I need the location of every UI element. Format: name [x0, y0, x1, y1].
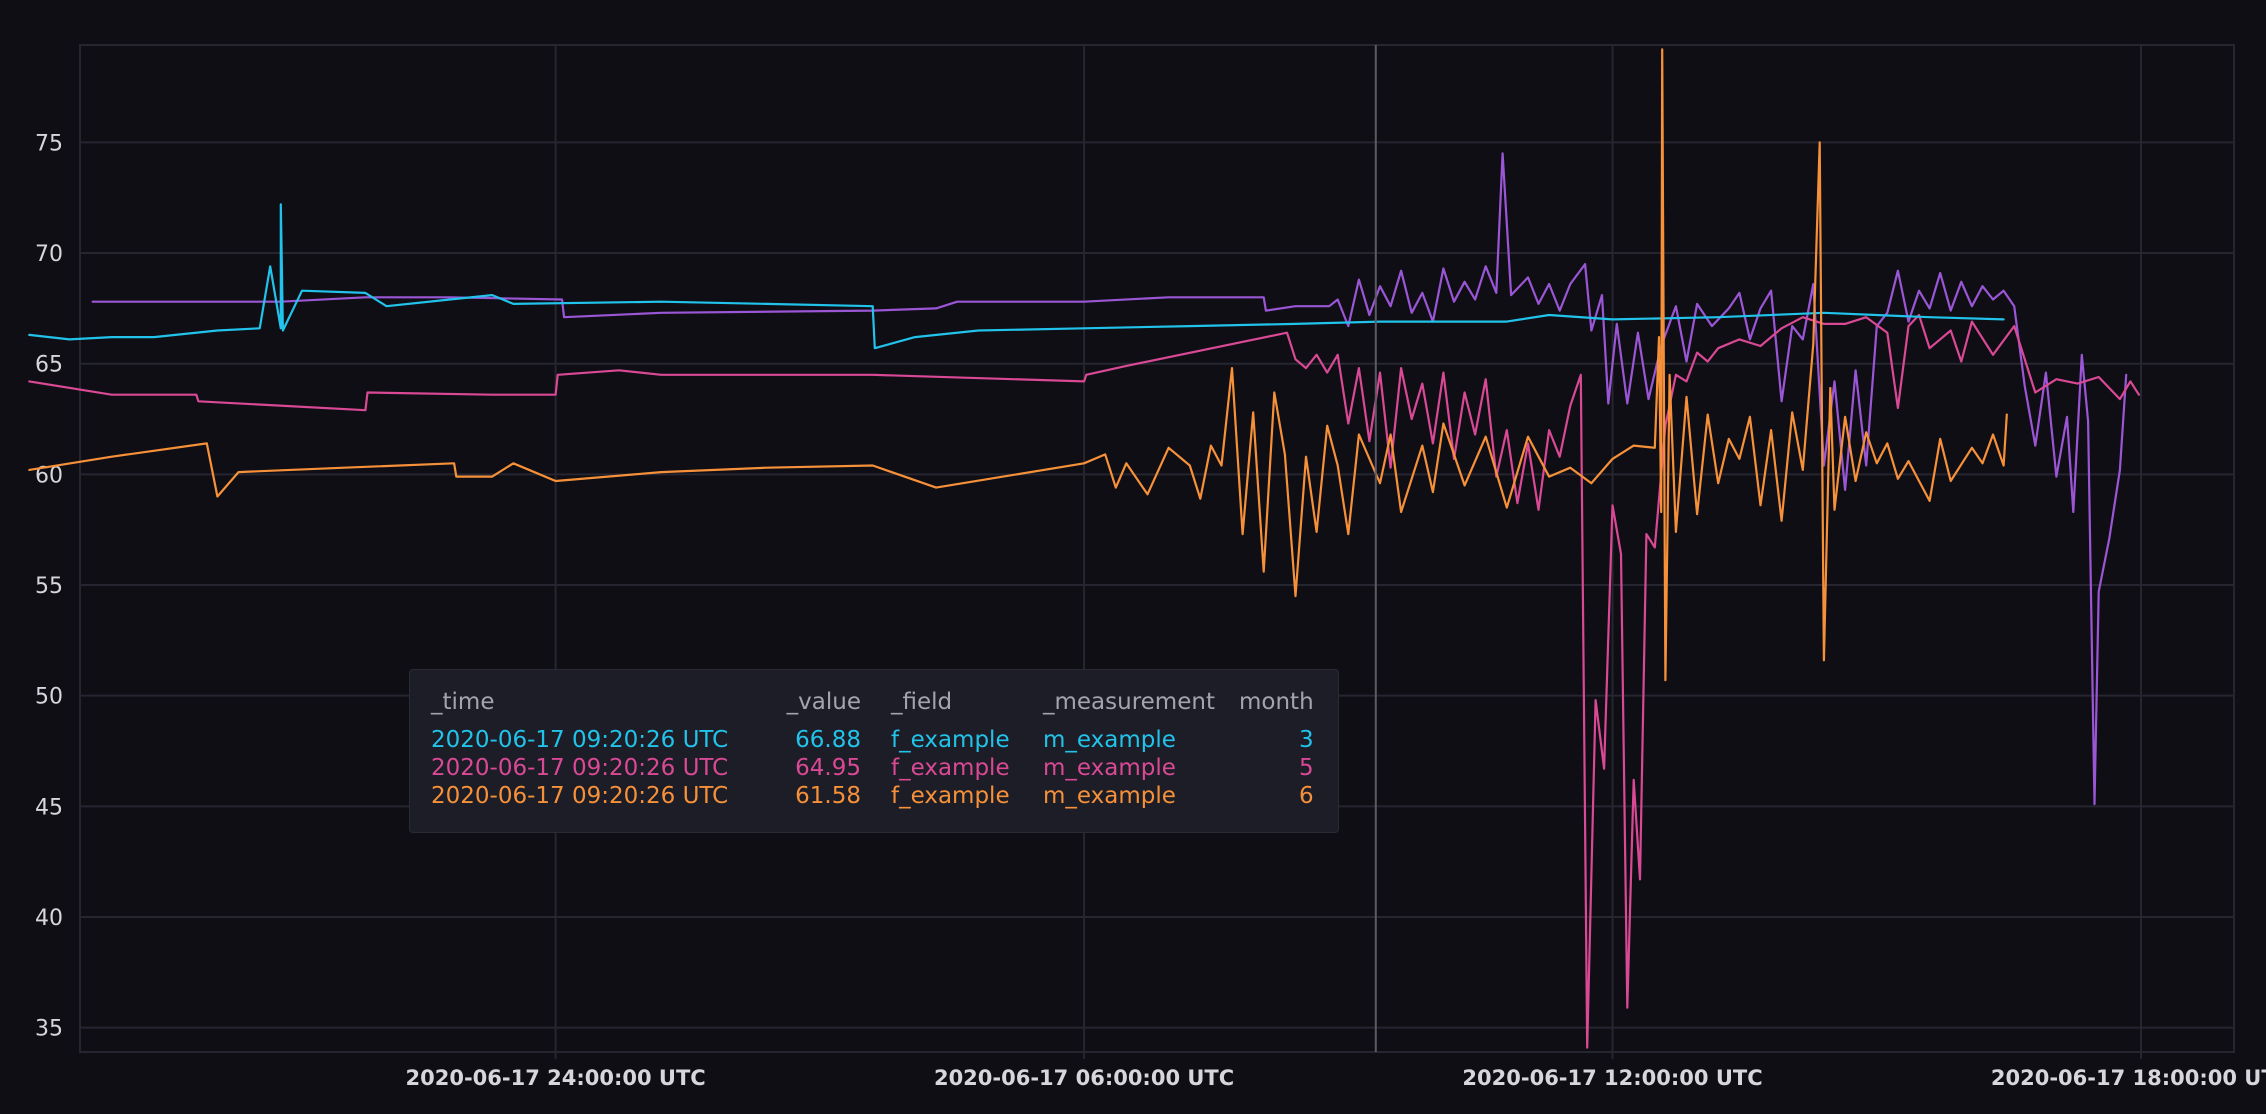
header-value: _value — [786, 689, 861, 715]
header-month: month — [1239, 689, 1314, 715]
y-tick-label: 55 — [35, 574, 63, 599]
series-line-3 — [28, 203, 2005, 350]
tooltip-month: 3 — [1299, 727, 1314, 753]
series-line-1 — [91, 152, 2128, 806]
series-line-4 — [28, 48, 2008, 682]
x-tick-label: 2020-06-17 18:00:00 UTC — [1991, 1066, 2266, 1090]
x-tick-label: 2020-06-17 06:00:00 UTC — [934, 1066, 1234, 1090]
y-tick-label: 65 — [35, 353, 63, 378]
tooltip-measurement: m_example — [1043, 783, 1176, 809]
tooltip-row: 2020-06-17 09:20:26 UTC 66.88 f_example … — [431, 726, 1314, 754]
x-tick-label: 2020-06-17 24:00:00 UTC — [406, 1066, 706, 1090]
y-tick-label: 35 — [35, 1017, 63, 1042]
tooltip-field: f_example — [891, 727, 1010, 753]
header-measurement: _measurement — [1043, 689, 1215, 715]
hover-tooltip: _time _value _field _measurement month 2… — [409, 669, 1339, 833]
tooltip-time: 2020-06-17 09:20:26 UTC — [431, 755, 729, 781]
plot-area — [79, 44, 2235, 1053]
tooltip-time: 2020-06-17 09:20:26 UTC — [431, 783, 729, 809]
header-time: _time — [431, 689, 495, 715]
tooltip-measurement: m_example — [1043, 755, 1176, 781]
tooltip-measurement: m_example — [1043, 727, 1176, 753]
y-tick-label: 75 — [35, 131, 63, 156]
tooltip-time: 2020-06-17 09:20:26 UTC — [431, 727, 729, 753]
tooltip-row: 2020-06-17 09:20:26 UTC 61.58 f_example … — [431, 782, 1314, 810]
y-gridlines — [80, 141, 2234, 1029]
y-tick-label: 40 — [35, 906, 63, 931]
x-tick-label: 2020-06-17 12:00:00 UTC — [1462, 1066, 1762, 1090]
x-axis: 2020-06-17 24:00:00 UTC 2020-06-17 06:00:… — [406, 1066, 2266, 1090]
tooltip-table: _time _value _field _measurement month 2… — [431, 688, 1314, 810]
tooltip-field: f_example — [891, 755, 1010, 781]
series-line-2 — [28, 313, 2140, 1049]
y-tick-label: 50 — [35, 685, 63, 710]
series-layer — [28, 48, 2140, 1049]
tooltip-header-row: _time _value _field _measurement month — [431, 688, 1314, 726]
header-field: _field — [891, 689, 953, 715]
tooltip-value: 64.95 — [795, 755, 861, 781]
y-tick-label: 70 — [35, 242, 63, 267]
tooltip-value: 61.58 — [795, 783, 861, 809]
tooltip-month: 5 — [1299, 755, 1314, 781]
tooltip-month: 6 — [1299, 783, 1314, 809]
tooltip-value: 66.88 — [795, 727, 861, 753]
tooltip-field: f_example — [891, 783, 1010, 809]
tooltip-row: 2020-06-17 09:20:26 UTC 64.95 f_example … — [431, 754, 1314, 782]
y-tick-label: 45 — [35, 795, 63, 820]
x-gridlines — [554, 45, 2142, 1059]
